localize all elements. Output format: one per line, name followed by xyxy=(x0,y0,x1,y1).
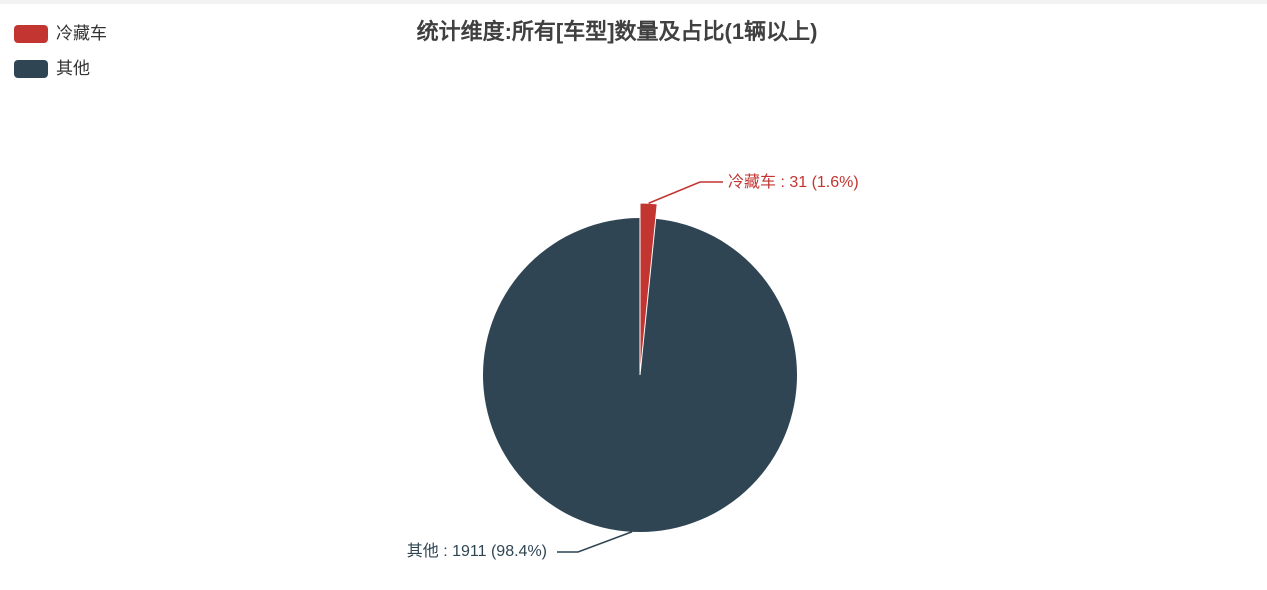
pie-label-others: 其他 : 1911 (98.4%) xyxy=(406,543,547,560)
pie-label-refrigerated-truck: 冷藏车 : 31 (1.6%) xyxy=(728,174,859,191)
legend-label-others: 其他 xyxy=(56,59,90,78)
legend: 冷藏车 其他 xyxy=(14,25,107,78)
legend-item-refrigerated-truck[interactable]: 冷藏车 xyxy=(14,25,107,43)
legend-item-others[interactable]: 其他 xyxy=(14,60,107,78)
top-edge-strip xyxy=(0,0,1267,4)
pie-slice-refrigerated-truck[interactable] xyxy=(639,202,658,376)
legend-swatch-refrigerated-truck xyxy=(14,25,48,43)
chart-title: 统计维度:所有[车型]数量及占比(1辆以上) xyxy=(416,19,818,44)
label-line-refrigerated-truck xyxy=(648,181,723,204)
legend-label-refrigerated-truck: 冷藏车 xyxy=(56,24,107,43)
label-line-others xyxy=(557,531,633,553)
legend-swatch-others xyxy=(14,60,48,78)
